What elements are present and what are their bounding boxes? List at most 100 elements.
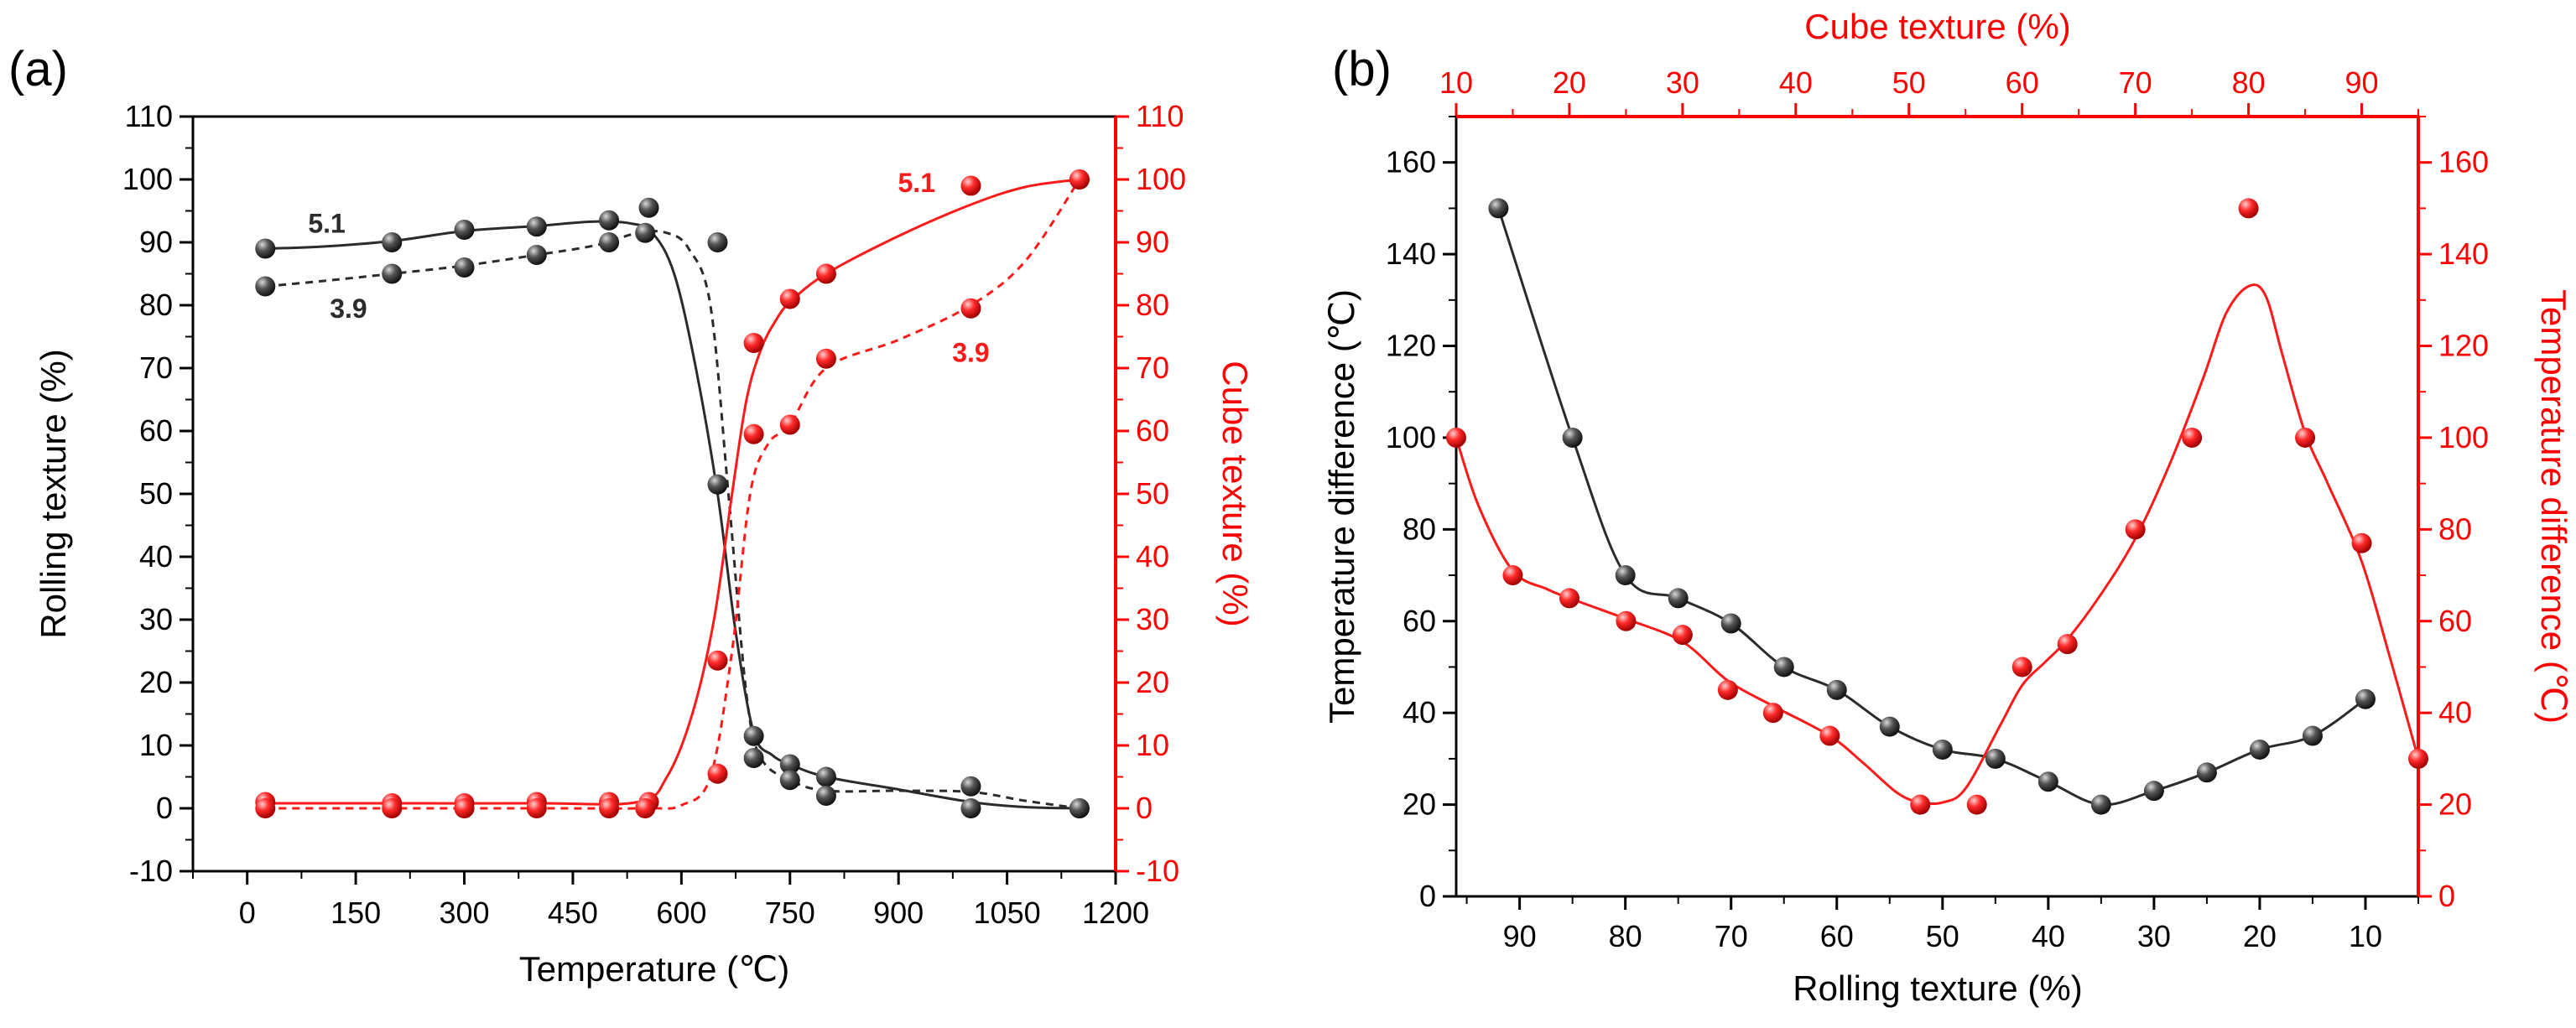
- a-point-s1-8: [779, 770, 800, 791]
- a-point-s1-9: [815, 786, 836, 806]
- panel-b-top-axis-title: Cube texture (%): [1804, 7, 2070, 46]
- b-point-s1-10: [2011, 657, 2032, 678]
- a-y-left-tick-label: 100: [122, 162, 173, 196]
- panel-b-right-axis-title: Temperature difference (℃): [2534, 289, 2573, 724]
- a-point-s1-10: [960, 776, 981, 797]
- b-point-s0-7: [1879, 716, 1900, 737]
- b-point-s1-12: [2125, 519, 2146, 540]
- a-y-left-tick-label: 80: [139, 288, 173, 322]
- a-series-line-3: [265, 179, 1081, 810]
- a-point-s3-6: [707, 763, 728, 784]
- b-point-s0-15: [2302, 725, 2323, 746]
- b-y-right-tick-label: 80: [2438, 511, 2472, 546]
- a-y-left-tick-label: 10: [139, 728, 173, 762]
- a-point-s0-5: [635, 222, 656, 243]
- a-point-s0-10: [960, 798, 981, 818]
- a-point-s0-2: [454, 220, 475, 240]
- a-y-right-tick-label: 0: [1136, 791, 1153, 825]
- a-point-s2-8: [779, 288, 800, 309]
- b-y-left-tick-label: 160: [1386, 145, 1436, 179]
- a-point-s0-9: [815, 766, 836, 787]
- panel-a-label: (a): [8, 42, 68, 96]
- b-point-s1-4: [1672, 625, 1693, 646]
- panel-a-right-axis-title: Cube texture (%): [1215, 361, 1255, 626]
- b-point-s0-9: [1985, 748, 2006, 769]
- b-point-s0-0: [1488, 198, 1509, 219]
- a-point-s3-2: [454, 798, 475, 818]
- a-point-s1-4: [599, 232, 620, 252]
- b-x-bottom-tick-label: 30: [2137, 919, 2171, 953]
- b-y-right-tick-label: 120: [2438, 329, 2489, 363]
- b-x-top-tick-label: 30: [1666, 65, 1699, 100]
- b-point-s1-0: [1446, 427, 1466, 448]
- a-point-s2-7: [743, 333, 764, 353]
- b-point-s1-15: [2295, 427, 2316, 448]
- a-point-s3-4: [599, 798, 620, 818]
- a-point-s0-3: [526, 216, 547, 237]
- a-point-s2-9: [815, 263, 836, 284]
- b-series-line-1: [1455, 283, 2420, 806]
- a-point-s3-11: [1069, 169, 1090, 190]
- a-y-right-tick-label: 10: [1136, 728, 1169, 762]
- a-y-left-tick-label: 30: [139, 602, 173, 636]
- b-y-right-tick-label: 0: [2438, 879, 2455, 913]
- a-point-s1-0: [255, 276, 276, 297]
- a-y-left-tick-label: 50: [139, 476, 173, 511]
- a-y-left-tick-label: 70: [139, 350, 173, 385]
- b-x-top-tick-label: 20: [1553, 65, 1586, 100]
- a-y-right-tick-label: 40: [1136, 539, 1169, 574]
- b-x-top-tick-label: 80: [2232, 65, 2266, 100]
- b-point-s0-8: [1932, 739, 1953, 760]
- b-x-top-tick-label: 10: [1439, 65, 1473, 100]
- b-point-s1-16: [2351, 532, 2372, 553]
- a-y-right-tick-label: 50: [1136, 476, 1169, 511]
- a-point-s3-0: [255, 798, 276, 818]
- a-series-line-0: [265, 220, 1080, 810]
- b-y-left-tick-label: 20: [1402, 787, 1436, 822]
- b-x-top-tick-label: 70: [2119, 65, 2152, 100]
- a-y-right-tick-label: 20: [1136, 665, 1169, 699]
- a-y-left-tick-label: -10: [129, 854, 173, 888]
- panel-b-chart: 90 80 70 60 50 40 30 20 10 10 20 30 40 50 60 70 80 90 0 0 20…: [1322, 7, 2573, 1008]
- b-y-right-tick-label: 20: [2438, 787, 2472, 822]
- a-y-right-tick-label: 110: [1136, 99, 1184, 133]
- b-point-s0-2: [1615, 565, 1636, 586]
- b-point-s0-10: [2037, 771, 2058, 792]
- a-point-s1-7: [743, 748, 764, 768]
- a-y-left-tick-label: 0: [156, 791, 173, 825]
- a-y-right-tick-label: 30: [1136, 602, 1169, 636]
- b-point-s1-5: [1717, 679, 1738, 700]
- a-point-s2-6: [707, 650, 728, 671]
- panel-b-right-axis-line: [2417, 117, 2420, 896]
- a-point-s1-11: [1069, 798, 1090, 818]
- panel-b-plot-frame: [1455, 115, 2420, 898]
- b-y-left-tick-label: 100: [1386, 420, 1436, 454]
- a-point-s1-6: [707, 232, 728, 252]
- a-x-tick-label: 600: [656, 896, 706, 930]
- a-point-s1-3: [526, 245, 547, 265]
- a-x-tick-label: 1200: [1082, 896, 1149, 930]
- a-annotation-2: 5.1: [898, 168, 935, 198]
- b-y-right-tick-label: 160: [2438, 145, 2489, 179]
- b-x-bottom-tick-label: 20: [2243, 919, 2277, 953]
- a-annotation-1: 3.9: [330, 293, 367, 324]
- b-x-bottom-tick-label: 60: [1820, 919, 1854, 953]
- b-point-s0-3: [1668, 588, 1689, 609]
- b-y-left-tick-label: 0: [1419, 879, 1436, 913]
- a-point-s0-6: [707, 474, 728, 495]
- a-point-s1-2: [454, 257, 475, 278]
- a-point-s1-1: [382, 263, 403, 284]
- b-point-s1-6: [1762, 703, 1783, 724]
- a-x-tick-label: 0: [239, 896, 256, 930]
- b-point-s0-4: [1720, 613, 1741, 634]
- b-point-s1-7: [1819, 725, 1840, 746]
- b-point-s0-11: [2090, 794, 2111, 815]
- panel-b-left-axis-title: Temperature difference (℃): [1322, 289, 1361, 724]
- b-point-s0-14: [2249, 739, 2270, 760]
- b-point-s1-8: [1910, 794, 1931, 815]
- b-y-right-tick-label: 40: [2438, 695, 2472, 729]
- b-x-top-tick-label: 50: [1892, 65, 1926, 100]
- b-point-s1-17: [2408, 748, 2428, 769]
- b-point-s0-13: [2196, 762, 2217, 783]
